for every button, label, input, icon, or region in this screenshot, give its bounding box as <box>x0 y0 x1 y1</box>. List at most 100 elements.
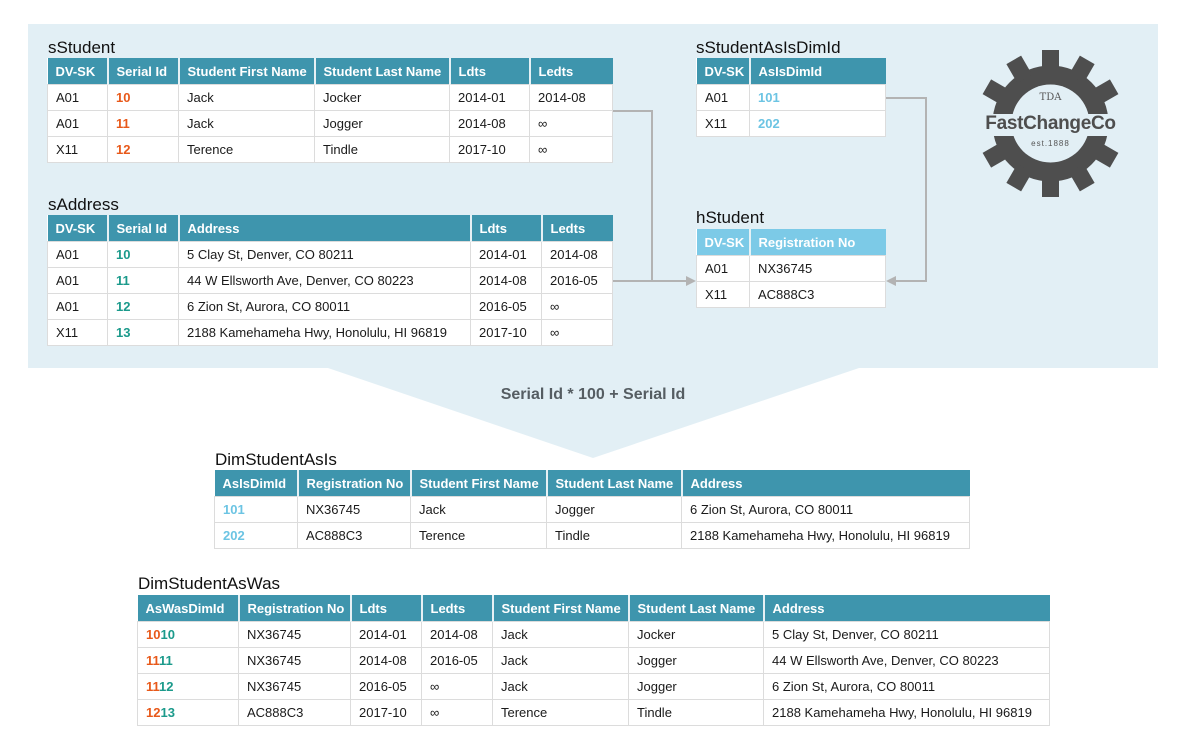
table-row: A01 NX36745 <box>696 255 886 282</box>
address-serial-part: 13 <box>160 705 175 720</box>
cell: AC888C3 <box>297 522 411 549</box>
cell: X11 <box>696 110 750 137</box>
column-header: DV-SK <box>47 58 108 85</box>
dimstudentaswas-table: AsWasDimId Registration No Ldts Ledts St… <box>137 595 1050 726</box>
serial-id-cell: 13 <box>107 319 179 346</box>
cell: AC888C3 <box>749 281 886 308</box>
serial-id-cell: 11 <box>107 110 179 137</box>
table-row: A01 10 Jack Jocker 2014-01 2014-08 <box>47 84 613 111</box>
column-header: Registration No <box>237 595 351 622</box>
cell: Jack <box>492 621 629 648</box>
column-header: DV-SK <box>696 58 750 85</box>
cell: 2188 Kamehameha Hwy, Honolulu, HI 96819 <box>681 522 970 549</box>
sstudent-connector <box>612 110 653 281</box>
cell: AC888C3 <box>238 699 351 726</box>
cell: 2014-08 <box>449 110 530 137</box>
fastchangeco-logo: TDA FastChangeCo est.1888 <box>977 50 1124 197</box>
table-header-row: AsWasDimId Registration No Ldts Ledts St… <box>137 595 1050 622</box>
column-header: Serial Id <box>106 215 179 242</box>
cell: NX36745 <box>238 621 351 648</box>
cell: Terence <box>410 522 547 549</box>
cell: Jack <box>178 84 315 111</box>
table-row: 202 AC888C3 Terence Tindle 2188 Kamehame… <box>214 522 970 549</box>
cell: ∞ <box>541 319 613 346</box>
column-header: Registration No <box>748 229 886 256</box>
serial-id-cell: 10 <box>107 241 179 268</box>
cell: 2017-10 <box>350 699 422 726</box>
cell: Jack <box>410 496 547 523</box>
cell: 2014-08 <box>421 621 493 648</box>
column-header: Ldts <box>469 215 542 242</box>
saddress-title: sAddress <box>48 195 119 214</box>
cell: 2188 Kamehameha Hwy, Honolulu, HI 96819 <box>763 699 1050 726</box>
aswas-dim-id-cell: 1112 <box>137 673 239 700</box>
serial-id-cell: 11 <box>107 267 179 294</box>
asis-dim-id-cell: 202 <box>214 522 298 549</box>
column-header: Student Last Name <box>627 595 764 622</box>
cell: 2014-08 <box>350 647 422 674</box>
column-header: Student First Name <box>409 470 547 497</box>
cell: Jack <box>178 110 315 137</box>
student-serial-part: 11 <box>146 653 160 668</box>
logo-established: est.1888 <box>1031 139 1070 148</box>
serial-id-cell: 10 <box>107 84 179 111</box>
cell: 2016-05 <box>350 673 422 700</box>
cell: Terence <box>178 136 315 163</box>
table-row: X11 AC888C3 <box>696 281 886 308</box>
cell: Jack <box>492 647 629 674</box>
table-row: A01 11 44 W Ellsworth Ave, Denver, CO 80… <box>47 267 613 294</box>
dimstudentasis-title: DimStudentAsIs <box>215 450 337 469</box>
saddress-table: DV-SK Serial Id Address Ldts Ledts A01 1… <box>47 215 613 346</box>
cell: Jack <box>492 673 629 700</box>
cell: 2014-01 <box>470 241 542 268</box>
address-serial-part: 10 <box>160 627 175 642</box>
cell: 2014-01 <box>449 84 530 111</box>
cell: NX36745 <box>297 496 411 523</box>
table-row: X11 13 2188 Kamehameha Hwy, Honolulu, HI… <box>47 319 613 346</box>
asis-dim-id-cell: 101 <box>749 84 886 111</box>
cell: 44 W Ellsworth Ave, Denver, CO 80223 <box>763 647 1050 674</box>
table-row: 1213 AC888C3 2017-10 ∞ Terence Tindle 21… <box>137 699 1050 726</box>
hstudent-table: DV-SK Registration No A01 NX36745 X11 AC… <box>696 229 886 308</box>
column-header: DV-SK <box>696 229 750 256</box>
cell: ∞ <box>421 699 493 726</box>
cell: ∞ <box>421 673 493 700</box>
sstudentasisdimid-title: sStudentAsIsDimId <box>696 38 841 57</box>
cell: 2016-05 <box>541 267 613 294</box>
cell: 2017-10 <box>470 319 542 346</box>
column-header: Serial Id <box>106 58 179 85</box>
serial-id-cell: 12 <box>107 293 179 320</box>
column-header: Address <box>762 595 1050 622</box>
student-serial-part: 10 <box>146 627 161 642</box>
column-header: AsIsDimId <box>214 470 298 497</box>
cell: 5 Clay St, Denver, CO 80211 <box>763 621 1050 648</box>
asis-dim-id-cell: 101 <box>214 496 298 523</box>
column-header: Ledts <box>528 58 613 85</box>
cell: 2014-08 <box>470 267 542 294</box>
cell: A01 <box>47 84 108 111</box>
cell: A01 <box>696 84 750 111</box>
gear-icon <box>977 50 1124 197</box>
column-header: Student First Name <box>177 58 315 85</box>
cell: NX36745 <box>238 647 351 674</box>
cell: 2188 Kamehameha Hwy, Honolulu, HI 96819 <box>178 319 471 346</box>
cell: 44 W Ellsworth Ave, Denver, CO 80223 <box>178 267 471 294</box>
cell: ∞ <box>529 136 613 163</box>
table-row: 101 NX36745 Jack Jogger 6 Zion St, Auror… <box>214 496 970 523</box>
column-header: Ledts <box>420 595 493 622</box>
table-header-row: AsIsDimId Registration No Student First … <box>214 470 970 497</box>
cell: 2016-05 <box>470 293 542 320</box>
column-header: AsWasDimId <box>137 595 239 622</box>
arrow-right-icon <box>686 276 696 286</box>
column-header: AsIsDimId <box>748 58 886 85</box>
cell: X11 <box>696 281 750 308</box>
table-row: 1111 NX36745 2014-08 2016-05 Jack Jogger… <box>137 647 1050 674</box>
cell: 2014-08 <box>529 84 613 111</box>
column-header: Registration No <box>296 470 411 497</box>
formula-label: Serial Id * 100 + Serial Id <box>500 386 686 403</box>
table-header-row: DV-SK Registration No <box>696 229 886 256</box>
column-header: Ldts <box>448 58 530 85</box>
address-serial-part: 11 <box>159 653 173 668</box>
column-header: Ldts <box>349 595 422 622</box>
